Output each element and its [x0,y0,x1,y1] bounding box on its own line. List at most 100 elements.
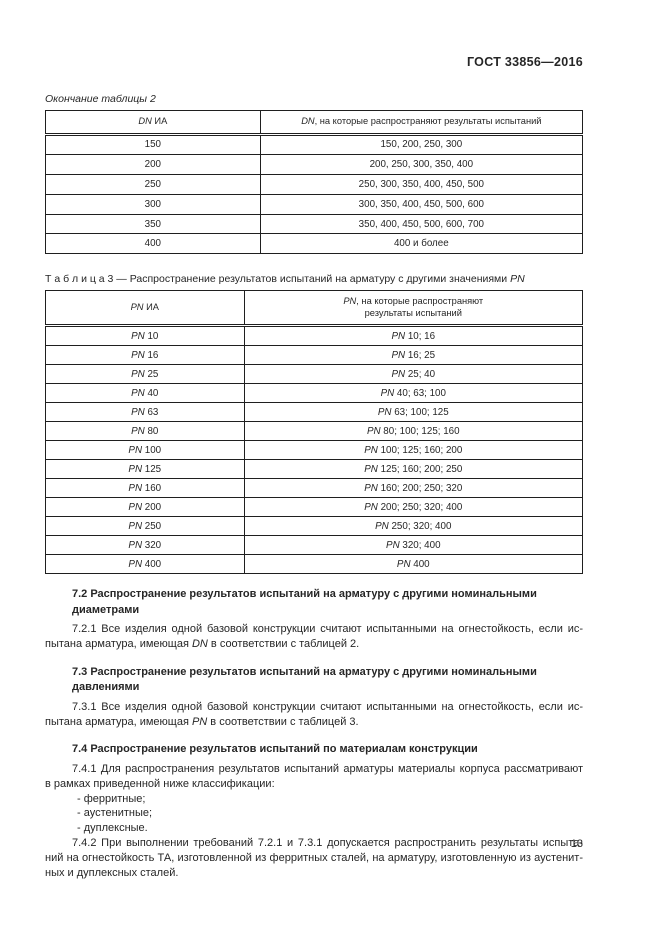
paragraph-line: пытана арматура, имеющая DN в соответств… [45,638,360,651]
table-cell: 400 [45,233,261,255]
column-header: PN, на которые распространяют результаты … [243,290,584,328]
paragraph: 7.4.2 При выполнении требований 7.2.1 и … [45,836,583,880]
table-cell: PN 320; 400 [243,535,584,556]
table-row: PN 25 PN 25; 40 [45,364,584,385]
table-row: PN 63 PN 63; 100; 125 [45,402,584,423]
table-cell: PN 40 [45,383,245,404]
table-header-row: PN ИА PN, на которые распространяют резуль… [45,290,584,328]
table3-caption: Т а б л и ц а 3 — Распространение резуль… [45,273,525,286]
table2-continuation-caption: Окончание таблицы 2 [45,93,156,105]
paragraph-line: 7.3.1 Все изделия одной базовой конструк… [72,700,583,713]
table-row: PN 200 PN 200; 250; 320; 400 [45,497,584,518]
table-row: PN 160 PN 160; 200; 250; 320 [45,478,584,499]
table-3-head: PN ИА PN, на которые распространяют резуль… [45,290,584,328]
paragraph-line: пытана арматура, имеющая PN в соответств… [45,715,359,728]
table-cell: PN 250 [45,516,245,537]
table-cell: PN 16; 25 [243,345,584,366]
table-cell: PN 200; 250; 320; 400 [243,497,584,518]
paragraph-line: ний на огнестойкость ТА, изготовленной и… [45,851,583,864]
table-cell: 150, 200, 250, 300 [259,133,584,156]
table-row: PN 125 PN 125; 160; 200; 250 [45,459,584,480]
table-cell: PN 400 [243,554,584,575]
heading-line: 7.2 Распространение результатов испытани… [72,588,537,601]
table-cell: 200, 250, 300, 350, 400 [259,154,584,176]
table-row: PN 250 PN 250; 320; 400 [45,516,584,537]
list-item: - дуплексные. [77,822,148,835]
table-cell: 250 [45,174,261,195]
table-cell: PN 125 [45,459,245,480]
table-row: 250 250, 300, 350, 400, 450, 500 [45,174,584,195]
heading-line: давлениями [72,681,140,694]
heading-line: 7.4 Распространение результатов испытани… [72,743,478,756]
table-cell: PN 63 [45,402,245,423]
table-cell: 200 [45,154,261,176]
paragraph-line: 7.2.1 Все изделия одной базовой конструк… [72,623,583,636]
heading-line: 7.3 Распространение результатов испытани… [72,665,537,678]
table-cell: 350, 400, 450, 500, 600, 700 [259,213,584,235]
sections-container: 7.2 Распространение результатов испытани… [45,587,583,880]
paragraph-line: 7.4.1 Для распространения результатов ис… [72,762,583,775]
table-cell: PN 80; 100; 125; 160 [243,421,584,442]
column-header: DN ИА [45,110,261,136]
table-cell: PN 63; 100; 125 [243,402,584,423]
table-row: PN 400 PN 400 [45,554,584,575]
paragraph: 7.2.1 Все изделия одной базовой конструк… [45,622,583,652]
table-cell: PN 320 [45,535,245,556]
paragraph: 7.4.1 Для распространения результатов ис… [45,762,583,792]
list-item: - ферритные; [77,792,146,805]
list-item: - аустенитные; [77,807,153,820]
column-header: PN ИА [45,290,245,328]
table-cell: 400 и более [259,233,584,255]
heading-line: диаметрами [72,603,140,616]
section-heading: 7.3 Распространение результатов испытани… [45,665,583,696]
table-2-head: DN ИА DN, на которые распространяют резул… [45,110,584,136]
table-row: PN 320 PN 320; 400 [45,535,584,556]
table-cell: 300 [45,193,261,215]
table-cell: PN 10; 16 [243,325,584,347]
table-cell: PN 80 [45,421,245,442]
paragraph-line: в рамках приведенной ниже классификации: [45,777,275,790]
table-cell: PN 200 [45,497,245,518]
table-row: 200 200, 250, 300, 350, 400 [45,154,584,176]
table-cell: PN 100 [45,440,245,461]
table-cell: PN 250; 320; 400 [243,516,584,537]
table-cell: PN 10 [45,325,245,347]
table-cell: PN 25; 40 [243,364,584,385]
table-cell: PN 400 [45,554,245,575]
table-cell: PN 125; 160; 200; 250 [243,459,584,480]
page-number: 13 [570,838,583,850]
table-row: 300 300, 350, 400, 450, 500, 600 [45,193,584,215]
table-cell: 250, 300, 350, 400, 450, 500 [259,174,584,195]
paragraph: 7.3.1 Все изделия одной базовой конструк… [45,700,583,730]
table-header-row: DN ИА DN, на которые распространяют резул… [45,110,584,136]
table-cell: PN 160 [45,478,245,499]
table-row: 400 400 и более [45,233,584,255]
table-cell: 350 [45,213,261,235]
section-heading: 7.2 Распространение результатов испытани… [45,587,583,618]
table-row: PN 16 PN 16; 25 [45,345,584,366]
table-cell: PN 160; 200; 250; 320 [243,478,584,499]
table-3-body: PN 10 PN 10; 16 PN 16 PN 16; 25 PN 25 PN 25; … [45,325,584,575]
table-row: 150 150, 200, 250, 300 [45,133,584,156]
table-cell: PN 100; 125; 160; 200 [243,440,584,461]
table-cell: PN 16 [45,345,245,366]
table-cell: 300, 350, 400, 450, 500, 600 [259,193,584,215]
table-row: 350 350, 400, 450, 500, 600, 700 [45,213,584,235]
table-2-body: 150 150, 200, 250, 300 200 200, 250, 300, 3… [45,133,584,255]
table-cell: PN 25 [45,364,245,385]
column-header: DN, на которые распространяют результаты… [259,110,584,136]
section-heading: 7.4 Распространение результатов испытани… [45,742,583,758]
table-row: PN 100 PN 100; 125; 160; 200 [45,440,584,461]
table-cell: 150 [45,133,261,156]
table-row: PN 10 PN 10; 16 [45,325,584,347]
paragraph-line: 7.4.2 При выполнении требований 7.2.1 и … [72,836,583,849]
table-row: PN 40 PN 40; 63; 100 [45,383,584,404]
doc-code-header: ГОСТ 33856—2016 [466,55,583,69]
table-3: PN ИА PN, на которые распространяют резуль… [45,290,584,575]
table-2-continuation: DN ИА DN, на которые распространяют резул… [45,110,584,255]
table-cell: PN 40; 63; 100 [243,383,584,404]
paragraph-line: ных и дуплексных сталей. [45,866,179,879]
table-row: PN 80 PN 80; 100; 125; 160 [45,421,584,442]
page-content: ГОСТ 33856—2016 Окончание таблицы 2 DN И… [45,0,584,880]
